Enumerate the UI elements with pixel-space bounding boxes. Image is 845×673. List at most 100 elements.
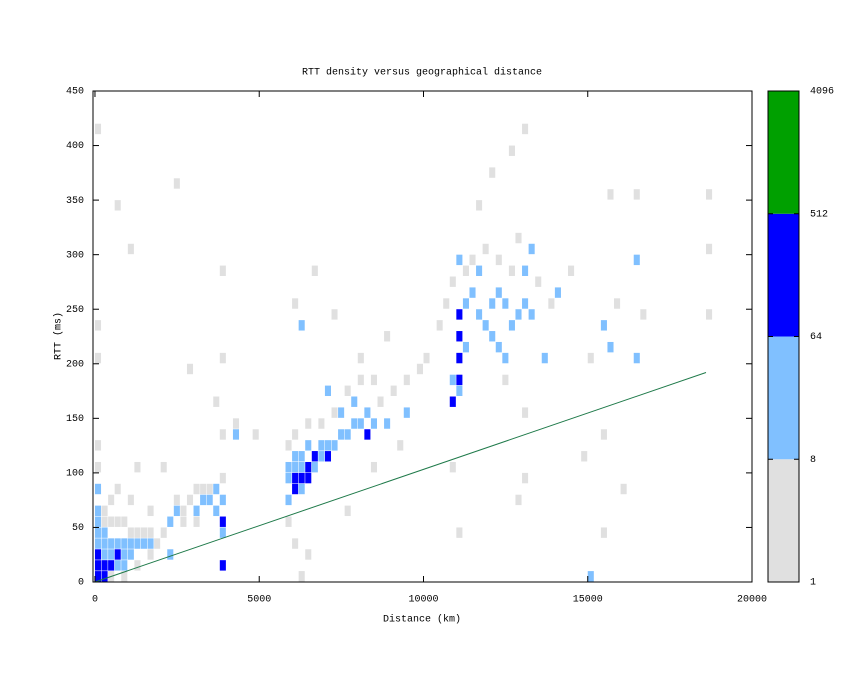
density-cell bbox=[581, 451, 588, 462]
density-cell bbox=[206, 494, 213, 506]
density-cell bbox=[292, 461, 299, 473]
density-cell bbox=[377, 396, 384, 407]
density-cell bbox=[298, 461, 305, 473]
density-cell bbox=[200, 483, 207, 495]
density-cell bbox=[219, 494, 226, 506]
density-cell bbox=[522, 472, 529, 484]
density-cell bbox=[147, 538, 154, 549]
density-cell bbox=[449, 374, 456, 386]
colorbar-band bbox=[768, 91, 799, 214]
density-cell bbox=[456, 309, 463, 320]
density-cell bbox=[436, 320, 443, 331]
density-cell bbox=[292, 429, 299, 440]
density-cell bbox=[305, 440, 312, 451]
density-cell bbox=[298, 472, 305, 484]
density-cell bbox=[140, 527, 148, 538]
density-cell bbox=[423, 352, 430, 364]
y-tick-label: 350 bbox=[66, 196, 84, 207]
density-cell bbox=[213, 483, 220, 495]
density-cell bbox=[94, 461, 102, 473]
density-cell bbox=[167, 516, 174, 527]
colorbar-tick-label: 4096 bbox=[810, 87, 834, 98]
density-cell bbox=[252, 429, 259, 440]
density-cell bbox=[134, 527, 141, 538]
density-cell bbox=[114, 538, 121, 549]
density-cell bbox=[449, 276, 456, 287]
density-cell bbox=[311, 265, 318, 276]
density-cell bbox=[338, 429, 345, 440]
colorbar-band bbox=[768, 459, 799, 582]
density-cell bbox=[94, 516, 102, 527]
density-cell bbox=[587, 571, 594, 582]
density-cell bbox=[403, 407, 410, 418]
density-cell bbox=[108, 549, 115, 560]
density-cell bbox=[357, 374, 364, 386]
colorbar-band bbox=[768, 213, 799, 337]
density-cell bbox=[180, 505, 187, 517]
density-cell bbox=[706, 243, 713, 255]
density-cell bbox=[640, 309, 647, 320]
density-cell bbox=[186, 494, 194, 506]
plot-frame bbox=[92, 90, 753, 583]
density-cell bbox=[469, 254, 476, 266]
x-tick-label: 20000 bbox=[737, 595, 767, 606]
density-cell bbox=[548, 298, 555, 309]
density-cell bbox=[351, 396, 358, 407]
density-cell bbox=[127, 527, 134, 538]
density-cell bbox=[121, 571, 128, 582]
density-cell bbox=[101, 560, 108, 571]
density-cell bbox=[403, 374, 410, 386]
density-cell bbox=[706, 309, 713, 320]
density-cell bbox=[173, 505, 180, 517]
density-cell bbox=[482, 243, 489, 255]
density-cell bbox=[213, 505, 220, 517]
x-tick-label: 0 bbox=[92, 595, 98, 606]
density-cell bbox=[554, 287, 561, 298]
density-cell bbox=[213, 396, 220, 407]
density-cell bbox=[528, 309, 535, 320]
density-cell bbox=[127, 243, 134, 255]
density-cell bbox=[364, 407, 371, 418]
density-cell bbox=[101, 516, 108, 527]
density-cell bbox=[186, 363, 194, 375]
density-cell bbox=[114, 516, 121, 527]
density-cell bbox=[324, 440, 332, 451]
density-cell bbox=[154, 538, 161, 549]
density-cell bbox=[600, 527, 607, 538]
density-cell bbox=[298, 483, 305, 495]
density-cell bbox=[515, 309, 522, 320]
density-cell bbox=[311, 451, 318, 462]
density-cell bbox=[134, 560, 141, 571]
density-cell bbox=[292, 472, 299, 484]
y-tick-label: 150 bbox=[66, 414, 84, 425]
density-cell bbox=[94, 505, 102, 517]
density-cell bbox=[364, 429, 371, 440]
density-cell bbox=[515, 494, 522, 506]
density-cell bbox=[101, 549, 108, 560]
density-cell bbox=[357, 352, 364, 364]
x-tick-label: 5000 bbox=[247, 595, 271, 606]
density-cell bbox=[607, 189, 614, 200]
density-cell bbox=[502, 374, 509, 386]
density-cell bbox=[522, 265, 529, 276]
density-cell bbox=[456, 331, 463, 342]
density-cell bbox=[587, 352, 594, 364]
colorbar-tick-label: 8 bbox=[810, 455, 816, 466]
density-cell bbox=[160, 527, 167, 538]
density-cell bbox=[114, 560, 121, 571]
density-cell bbox=[633, 254, 640, 266]
density-cell bbox=[114, 483, 121, 495]
density-cell bbox=[515, 232, 522, 244]
density-cell bbox=[193, 505, 200, 517]
density-cell bbox=[568, 265, 575, 276]
density-cell bbox=[292, 538, 299, 549]
density-cell bbox=[94, 352, 102, 364]
density-cell bbox=[495, 341, 502, 353]
y-tick-label: 250 bbox=[66, 305, 84, 316]
density-cell bbox=[384, 418, 391, 429]
density-cell bbox=[489, 298, 496, 309]
density-cell bbox=[298, 571, 305, 582]
y-tick-label: 300 bbox=[66, 250, 84, 261]
colorbar-tick-label: 1 bbox=[810, 578, 816, 589]
density-cell bbox=[324, 451, 332, 462]
